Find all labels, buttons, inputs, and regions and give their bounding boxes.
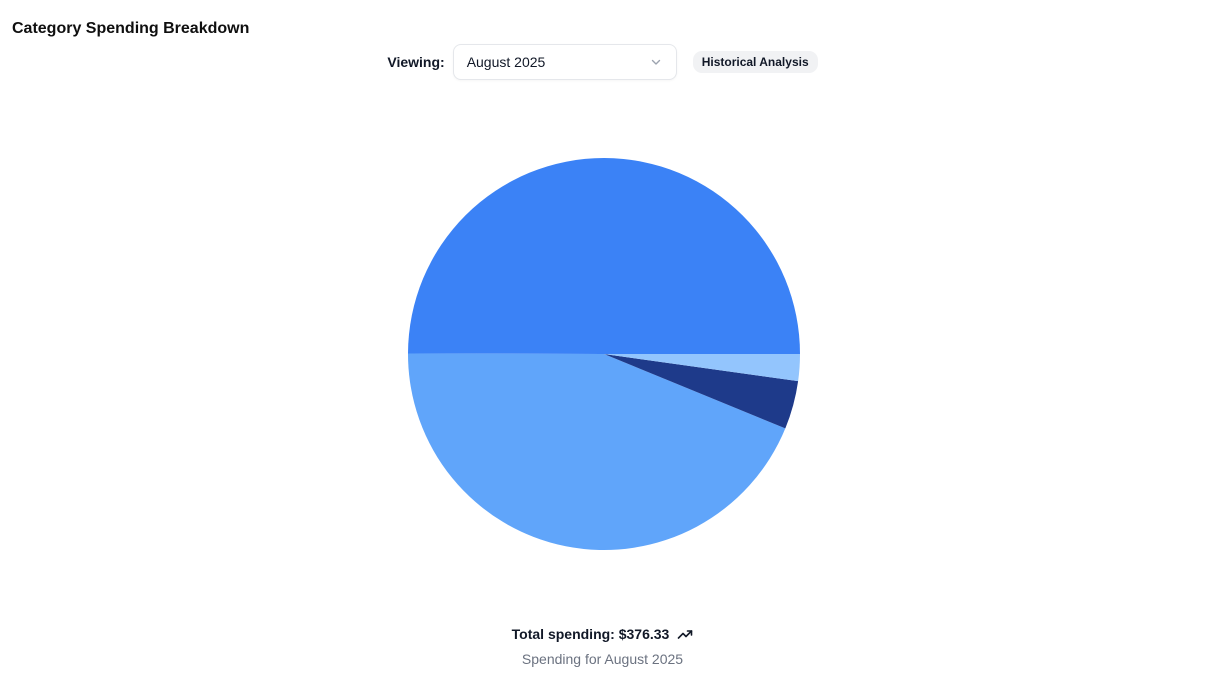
pie-slice-4[interactable] bbox=[604, 354, 800, 382]
month-select-value: August 2025 bbox=[466, 54, 546, 70]
historical-analysis-badge[interactable]: Historical Analysis bbox=[692, 51, 818, 73]
total-spending: Total spending: $376.33 bbox=[512, 626, 694, 642]
card-title: Category Spending Breakdown bbox=[12, 20, 250, 37]
chevron-down-icon bbox=[651, 59, 660, 65]
chart-footer: Total spending: $376.33 Spending for Aug… bbox=[0, 626, 1205, 667]
pie-slice-3[interactable] bbox=[604, 354, 799, 429]
controls-bar: Viewing: August 2025 Historical Analysis bbox=[0, 44, 1205, 80]
month-select[interactable]: August 2025 bbox=[452, 44, 677, 80]
pie-slice-1[interactable] bbox=[408, 158, 800, 354]
pie-slice-2[interactable] bbox=[407, 353, 786, 550]
total-spending-text: Total spending: $376.33 bbox=[511, 626, 670, 642]
trending-up-icon bbox=[678, 630, 693, 639]
spending-subtitle: Spending for August 2025 bbox=[521, 651, 684, 667]
viewing-label: Viewing: bbox=[387, 54, 445, 70]
